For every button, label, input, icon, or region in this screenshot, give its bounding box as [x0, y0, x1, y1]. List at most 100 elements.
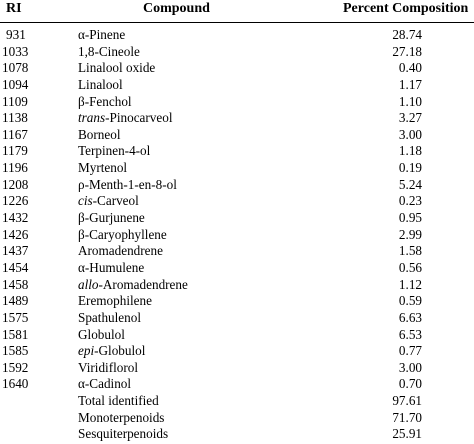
table-row: 1489 Eremophilene 0.59 — [0, 293, 474, 310]
compound-cell: cis-Carveol — [78, 193, 338, 210]
table-row: 1167 Borneol 3.00 — [0, 127, 474, 144]
percent-cell: 1.58 — [398, 243, 422, 259]
compound-name: Aromadendrene — [78, 243, 163, 259]
table-row: 1458 allo-Aromadendrene 1.12 — [0, 277, 474, 294]
compound-cell: Viridiflorol — [78, 360, 338, 377]
percent-cell: 28.74 — [392, 27, 422, 42]
compound-cell: Spathulenol — [78, 310, 338, 327]
compound-cell: Linalool oxide — [78, 60, 338, 77]
percent-cell: 0.95 — [398, 210, 422, 226]
table-row: 1432 β-Gurjunene 0.95 — [0, 210, 474, 227]
ri-cell: 1033 — [2, 43, 29, 59]
ri-cell: 1454 — [2, 259, 29, 275]
header-ri: RI — [6, 1, 22, 16]
compound-cell: Sesquiterpenoids — [78, 426, 338, 443]
ri-cell: 1581 — [2, 326, 29, 342]
compound-name: α-Pinene — [78, 27, 126, 42]
compound-cell: β-Gurjunene — [78, 210, 338, 227]
percent-cell: 6.53 — [398, 326, 422, 342]
compound-name: Myrtenol — [78, 160, 128, 176]
ri-cell: 1437 — [2, 243, 29, 259]
percent-cell: 3.00 — [398, 359, 422, 375]
compound-name: Spathulenol — [78, 309, 142, 325]
ri-cell: 1426 — [2, 226, 29, 242]
ri-cell: 1138 — [2, 110, 28, 126]
table-row: 1138 trans-Pinocarveol 3.27 — [0, 110, 474, 127]
table-row: 1033 1,8-Cineole 27.18 — [0, 44, 474, 61]
ri-cell: 1575 — [2, 309, 29, 325]
table-row: 1179 Terpinen-4-ol 1.18 — [0, 143, 474, 160]
table-row: 931 α-Pinene 28.74 — [0, 27, 474, 44]
compound-cell: Aromadendrene — [78, 243, 338, 260]
table-row: 1640 α-Cadinol 0.70 — [0, 376, 474, 393]
table-row: Monoterpenoids 71.70 — [0, 410, 474, 427]
table-row: 1437 Aromadendrene 1.58 — [0, 243, 474, 260]
percent-cell: 71.70 — [392, 409, 422, 425]
compound-cell: Linalool — [78, 77, 338, 94]
table-row: Total identified 97.61 — [0, 393, 474, 410]
percent-cell: 0.40 — [398, 60, 422, 76]
percent-cell: 0.77 — [398, 343, 422, 359]
percent-cell: 0.59 — [398, 293, 422, 309]
compound-name: α-Humulene — [78, 259, 145, 275]
compound-name: α-Cadinol — [78, 376, 132, 392]
ri-cell: 1109 — [2, 93, 28, 109]
table-row: Sesquiterpenoids 25.91 — [0, 426, 474, 443]
percent-cell: 1.10 — [398, 93, 422, 109]
compound-name: -Carveol — [92, 193, 139, 209]
percent-cell: 1.18 — [398, 143, 422, 159]
compound-name: -Globulol — [94, 343, 146, 359]
compound-name: Borneol — [78, 126, 121, 142]
ri-cell: 1208 — [2, 176, 29, 192]
table-row: 1109 β-Fenchol 1.10 — [0, 94, 474, 111]
compound-name: 1,8-Cineole — [78, 43, 140, 59]
percent-cell: 3.00 — [398, 126, 422, 142]
percent-cell: 2.99 — [398, 226, 422, 242]
percent-cell: 5.24 — [398, 176, 422, 192]
compound-prefix: trans — [78, 110, 106, 126]
compound-name: Globulol — [78, 326, 125, 342]
compound-name: Terpinen-4-ol — [78, 143, 151, 159]
table-row: 1226 cis-Carveol 0.23 — [0, 193, 474, 210]
percent-cell: 0.56 — [398, 259, 422, 275]
ri-cell: 1592 — [2, 359, 29, 375]
ri-cell: 1489 — [2, 293, 29, 309]
header-percent-composition: Percent Composition — [343, 1, 469, 16]
ri-cell: 1094 — [2, 76, 29, 92]
compound-name: Linalool oxide — [78, 60, 156, 76]
table-row: 1581 Globulol 6.53 — [0, 327, 474, 344]
compound-prefix: epi — [78, 343, 95, 359]
percent-cell: 25.91 — [392, 426, 422, 442]
compound-cell: Monoterpenoids — [78, 410, 338, 427]
compound-name: -Pinocarveol — [105, 110, 173, 126]
header-compound: Compound — [143, 1, 210, 16]
ri-cell: 1585 — [2, 343, 29, 359]
compound-cell: β-Fenchol — [78, 94, 338, 111]
percent-cell: 1.17 — [398, 76, 422, 92]
ri-cell: 1432 — [2, 210, 29, 226]
table-row: 1196 Myrtenol 0.19 — [0, 160, 474, 177]
compound-name: β-Fenchol — [78, 93, 132, 109]
ri-cell: 1179 — [2, 143, 28, 159]
compound-cell: trans-Pinocarveol — [78, 110, 338, 127]
compound-cell: α-Cadinol — [78, 376, 338, 393]
table-row: 1575 Spathulenol 6.63 — [0, 310, 474, 327]
compound-cell: Total identified — [78, 393, 338, 410]
table-row: 1078 Linalool oxide 0.40 — [0, 60, 474, 77]
table-row: 1585 epi-Globulol 0.77 — [0, 343, 474, 360]
compound-name: Viridiflorol — [78, 359, 139, 375]
ri-cell: 931 — [6, 27, 26, 42]
compound-cell: Eremophilene — [78, 293, 338, 310]
percent-cell: 1.12 — [398, 276, 422, 292]
compound-name: β-Caryophyllene — [78, 226, 167, 242]
percent-cell: 0.23 — [398, 193, 422, 209]
compound-cell: epi-Globulol — [78, 343, 338, 360]
compound-name: Linalool — [78, 76, 123, 92]
compound-cell: Globulol — [78, 327, 338, 344]
compound-name: ρ-Menth-1-en-8-ol — [78, 176, 177, 192]
table-row: 1208 ρ-Menth-1-en-8-ol 5.24 — [0, 177, 474, 194]
ri-cell: 1458 — [2, 276, 29, 292]
table-row: 1426 β-Caryophyllene 2.99 — [0, 227, 474, 244]
compound-cell: 1,8-Cineole — [78, 44, 338, 61]
composition-table-body: 931 α-Pinene 28.74 1033 1,8-Cineole 27.18 1078… — [0, 27, 474, 443]
